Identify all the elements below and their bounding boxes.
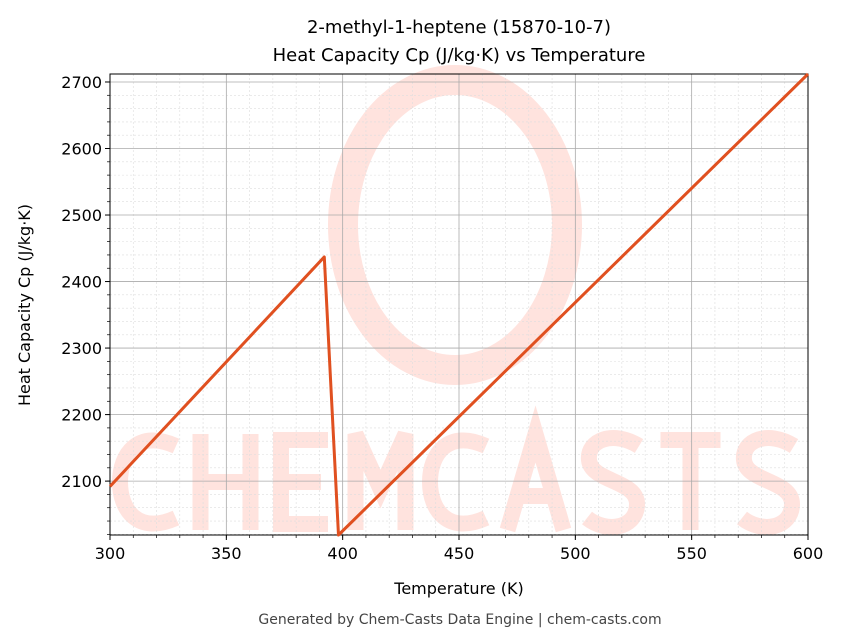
x-tick-label: 400 (327, 544, 358, 563)
y-tick-label: 2500 (61, 206, 102, 225)
grid (109, 74, 809, 535)
y-tick-label: 2200 (61, 406, 102, 425)
x-tick-label: 350 (211, 544, 242, 563)
watermark-letter (499, 405, 572, 533)
watermark-letter (421, 432, 490, 532)
watermark-letter (273, 432, 328, 532)
watermark-letter (111, 432, 180, 532)
y-tick-label: 2100 (61, 472, 102, 491)
series (108, 72, 810, 537)
plot-frame (109, 73, 809, 536)
watermark (111, 65, 801, 535)
y-tick-label: 2400 (61, 273, 102, 292)
watermark-logo (111, 405, 801, 535)
x-tick-label: 600 (793, 544, 824, 563)
watermark-letter (660, 432, 721, 530)
x-tick-label: 500 (560, 544, 591, 563)
watermark-letter (192, 434, 259, 530)
y-tick-label: 2700 (61, 73, 102, 92)
footer: Generated by Chem-Casts Data Engine | ch… (258, 612, 661, 628)
x-tick-label: 550 (676, 544, 707, 563)
axes: 300 350 400 450 500 550 600 2100 2200 2300 2400 250… (61, 73, 823, 563)
x-tick-label: 450 (444, 544, 475, 563)
x-axis-label: Temperature (K) (393, 579, 523, 598)
watermark-letter (736, 430, 801, 535)
y-tick-label: 2600 (61, 140, 102, 159)
y-axis-label: Heat Capacity Cp (J/kg·K) (15, 204, 34, 406)
x-tick-label: 300 (95, 544, 126, 563)
chart-subtitle: Heat Capacity Cp (J/kg·K) vs Temperature (273, 45, 646, 66)
chart-title: 2-methyl-1-heptene (15870-10-7) (307, 17, 611, 38)
watermark-ring (328, 65, 582, 385)
series-line-cp (108, 72, 810, 537)
watermark-letter (347, 430, 414, 530)
watermark-letter (581, 430, 646, 535)
y-tick-label: 2300 (61, 339, 102, 358)
